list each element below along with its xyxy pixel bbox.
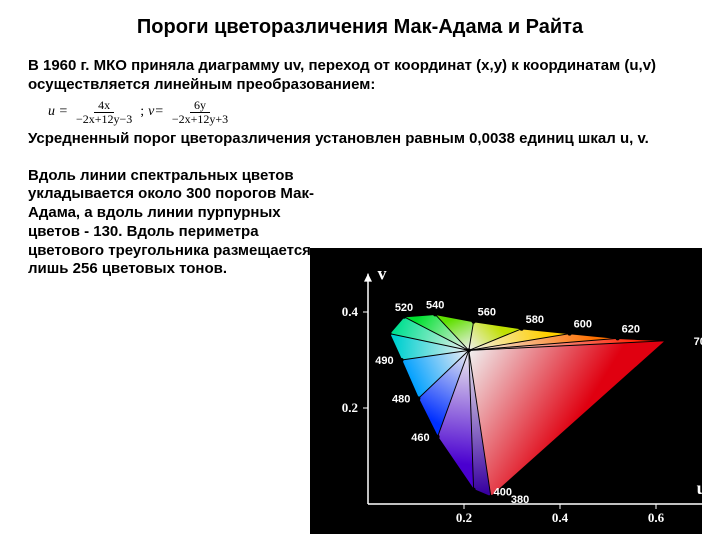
svg-text:400: 400	[494, 487, 512, 499]
uv-chromaticity-chart: 0.2 0.4 0.6 0.2 0.4 u v 380400 460 480 490 520 540 56…	[310, 248, 702, 534]
svg-text:u: u	[697, 478, 702, 498]
svg-text:600: 600	[574, 319, 592, 331]
page-title: Пороги цветоразличения Мак-Адама и Райта	[0, 0, 720, 39]
formula-u-lhs: u =	[48, 104, 68, 120]
svg-text:0.6: 0.6	[648, 510, 665, 525]
paragraph-spectral: Вдоль линии спектральных цветов укладыва…	[0, 167, 346, 280]
svg-text:560: 560	[478, 307, 496, 319]
svg-text:620: 620	[622, 323, 640, 335]
svg-text:0.2: 0.2	[456, 510, 472, 525]
svg-text:0.2: 0.2	[342, 400, 358, 415]
svg-text:490: 490	[375, 355, 393, 367]
formula-sep: ;	[140, 104, 144, 120]
formula-v-lhs: v=	[148, 104, 164, 120]
formula-v-frac: 6y −2x+12y+3	[168, 99, 232, 126]
svg-text:0.4: 0.4	[552, 510, 569, 525]
svg-text:700-780: 700-780	[694, 336, 702, 348]
svg-text:v: v	[378, 264, 387, 284]
svg-text:460: 460	[411, 432, 429, 444]
svg-text:0.4: 0.4	[342, 304, 359, 319]
svg-text:520: 520	[395, 302, 413, 314]
svg-text:540: 540	[426, 299, 444, 311]
formula-uv: u = 4x −2x+12y−3 ; v= 6y −2x+12y+3	[0, 99, 720, 126]
svg-text:480: 480	[392, 393, 410, 405]
paragraph-intro: В 1960 г. МКО приняла диаграмму uv, пере…	[0, 57, 720, 95]
formula-u-frac: 4x −2x+12y−3	[72, 99, 136, 126]
paragraph-threshold: Усредненный порог цветоразличения устано…	[0, 130, 720, 149]
svg-text:380: 380	[511, 494, 529, 506]
svg-text:580: 580	[526, 314, 544, 326]
